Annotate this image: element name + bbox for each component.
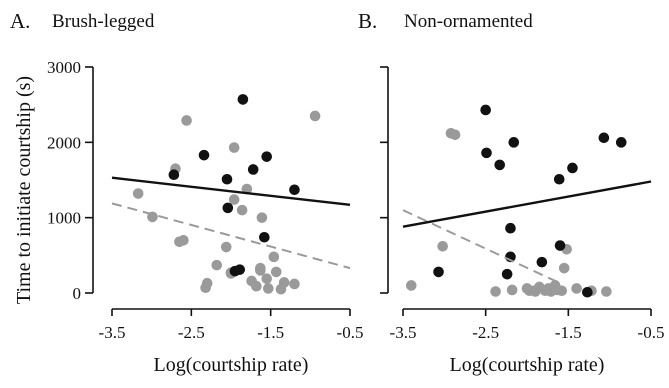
gray-point [506,284,518,296]
black-point [237,94,249,105]
gray-point [490,286,501,297]
black-point [567,162,578,174]
gray-point [558,262,570,274]
panel-a: A. Brush-legged -3.5 -2.5 -1.5 -0.5 Log(courts… [10,9,363,376]
x-tick-label: -2.5 [178,323,205,342]
gray-point [201,277,213,289]
black-point [536,256,548,268]
black-point [261,151,273,162]
y-tick-label: 2000 [47,133,81,152]
black-point [505,222,516,234]
black-point [289,184,300,196]
y-tick-label: 0 [73,284,82,303]
black-point [598,132,610,144]
gray-point [270,266,282,278]
x-tick-label: -0.5 [638,323,665,342]
x-tick-label: -1.5 [257,323,284,342]
black-point [222,202,234,214]
black-point [494,159,506,171]
black-point [168,169,180,181]
gray-point [220,241,232,253]
gray-point [255,265,266,276]
y-tick-label: 1000 [47,209,81,228]
gray-point [405,280,417,291]
black-point [501,268,513,280]
x-tick-label: -0.5 [337,323,364,342]
panel-title: Non-ornamented [404,11,533,32]
black-point [508,137,520,148]
y-axis-label: Time to initiate courtship (s) [13,76,35,304]
gray-point [228,194,240,205]
panel-title: Brush-legged [52,11,155,32]
black-point [247,164,259,175]
gray-point [544,284,555,296]
x-axis-label: Log(courtship rate) [450,354,605,376]
gray-point [228,142,240,153]
black-point [433,266,444,278]
black-point [198,149,210,161]
panel-letter: A. [10,9,30,33]
gray-point [556,285,568,297]
black-fit-line [402,180,652,228]
gray-point [437,240,448,252]
gray-fit-line [402,209,561,285]
gray-point [251,280,262,292]
black-fit-line [111,176,351,207]
black-point [553,173,565,185]
x-tick-label: -3.5 [390,323,417,342]
x-axis-label: Log(courtship rate) [154,354,309,376]
gray-point [449,129,461,141]
gray-point [601,286,612,297]
panel-b: B. Non-ornamented -3.5 -2.5 -1.5 -0.5 Log(cour… [358,9,664,376]
gray-point [524,285,535,297]
gray-point [256,212,268,223]
gray-point [261,273,273,284]
x-tick-label: -3.5 [99,323,126,342]
black-point [234,264,246,275]
panel-letter: B. [358,9,377,33]
black-point [554,240,566,251]
gray-point [178,234,189,246]
black-point [481,147,492,159]
gray-point [309,110,321,122]
gray-point [211,259,223,271]
gray-point [289,278,300,290]
black-point [221,173,233,185]
gray-fit-line [111,202,351,270]
black-point [259,231,270,243]
x-tick-label: -2.5 [472,323,499,342]
y-tick-label: 3000 [47,58,81,77]
gray-point [132,188,144,199]
black-point [480,104,491,116]
gray-point [571,283,582,294]
gray-point [181,115,192,126]
gray-point [278,277,290,288]
gray-point [262,283,274,294]
gray-point [236,204,248,216]
black-point [615,137,627,148]
x-tick-label: -1.5 [555,323,582,342]
black-point [582,286,593,298]
gray-point [268,251,280,263]
